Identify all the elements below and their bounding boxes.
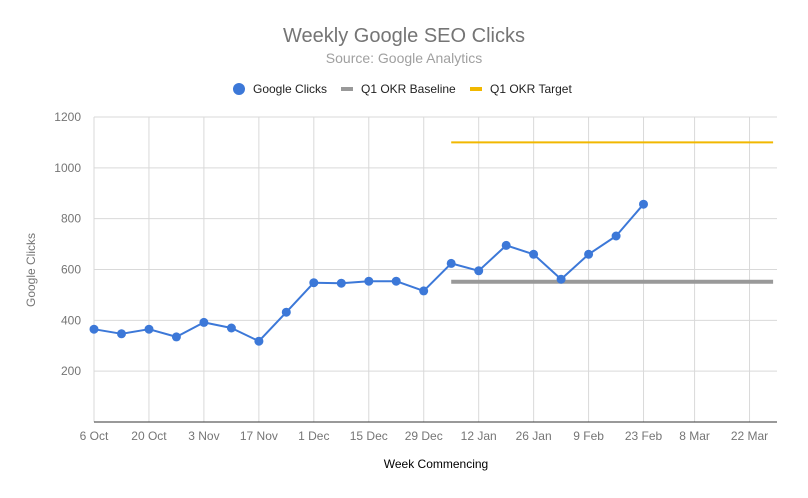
y-tick-label: 1200 xyxy=(54,110,81,124)
series xyxy=(89,141,774,346)
y-tick-label: 800 xyxy=(61,212,81,226)
legend-label-q1-okr-target: Q1 OKR Target xyxy=(490,82,572,96)
chart-subtitle: Source: Google Analytics xyxy=(326,50,482,66)
data-point-google-clicks xyxy=(336,278,346,288)
x-tick-label: 3 Nov xyxy=(188,429,219,443)
data-point-google-clicks xyxy=(501,240,511,250)
legend-marker-q1-okr-baseline xyxy=(341,87,353,91)
x-tick-label: 29 Dec xyxy=(405,429,443,443)
data-point-google-clicks xyxy=(419,286,429,296)
data-point-google-clicks xyxy=(171,332,181,342)
x-tick-label: 9 Feb xyxy=(573,429,604,443)
data-point-google-clicks xyxy=(226,323,236,333)
data-point-google-clicks xyxy=(309,278,319,288)
y-tick-label: 1000 xyxy=(54,161,81,175)
x-tick-label: 26 Jan xyxy=(516,429,552,443)
grid xyxy=(93,116,777,422)
legend-label-google-clicks: Google Clicks xyxy=(253,82,327,96)
legend: Google Clicks Q1 OKR Baseline Q1 OKR Tar… xyxy=(233,82,572,96)
data-point-google-clicks xyxy=(144,324,154,334)
y-tick-label: 400 xyxy=(61,313,81,327)
data-point-google-clicks xyxy=(584,249,594,259)
data-point-google-clicks xyxy=(364,276,374,286)
x-tick-label: 20 Oct xyxy=(131,429,167,443)
x-tick-label: 17 Nov xyxy=(240,429,278,443)
data-point-google-clicks xyxy=(529,249,539,259)
x-axis-label: Week Commencing xyxy=(384,457,488,471)
chart-title: Weekly Google SEO Clicks xyxy=(283,25,525,47)
data-point-google-clicks xyxy=(474,266,484,276)
data-point-google-clicks xyxy=(391,276,401,286)
data-point-google-clicks xyxy=(89,324,99,334)
y-tick-label: 600 xyxy=(61,263,81,277)
legend-marker-q1-okr-target xyxy=(470,87,482,91)
data-point-google-clicks xyxy=(611,231,621,241)
x-tick-label: 1 Dec xyxy=(298,429,329,443)
x-tick-label: 22 Mar xyxy=(731,429,768,443)
data-point-google-clicks xyxy=(199,317,209,327)
legend-marker-google-clicks xyxy=(233,83,245,95)
data-point-google-clicks xyxy=(446,258,456,268)
x-tick-label: 15 Dec xyxy=(350,429,388,443)
legend-label-q1-okr-baseline: Q1 OKR Baseline xyxy=(361,82,456,96)
data-point-google-clicks xyxy=(639,199,648,209)
y-tick-label: 200 xyxy=(61,364,81,378)
x-axis-ticks: 6 Oct 20 Oct 3 Nov 17 Nov 1 Dec 15 Dec 29 Dec 1… xyxy=(80,429,769,443)
x-tick-label: 23 Feb xyxy=(625,429,663,443)
x-tick-label: 8 Mar xyxy=(679,429,710,443)
data-point-google-clicks xyxy=(117,329,126,339)
data-point-google-clicks xyxy=(281,307,291,317)
data-point-google-clicks xyxy=(556,274,566,284)
x-tick-label: 6 Oct xyxy=(80,429,109,443)
y-axis-label: Google Clicks xyxy=(24,233,38,307)
x-tick-label: 12 Jan xyxy=(461,429,497,443)
y-axis-ticks: 200 400 600 800 1000 1200 xyxy=(54,110,81,378)
data-point-google-clicks xyxy=(254,336,264,346)
